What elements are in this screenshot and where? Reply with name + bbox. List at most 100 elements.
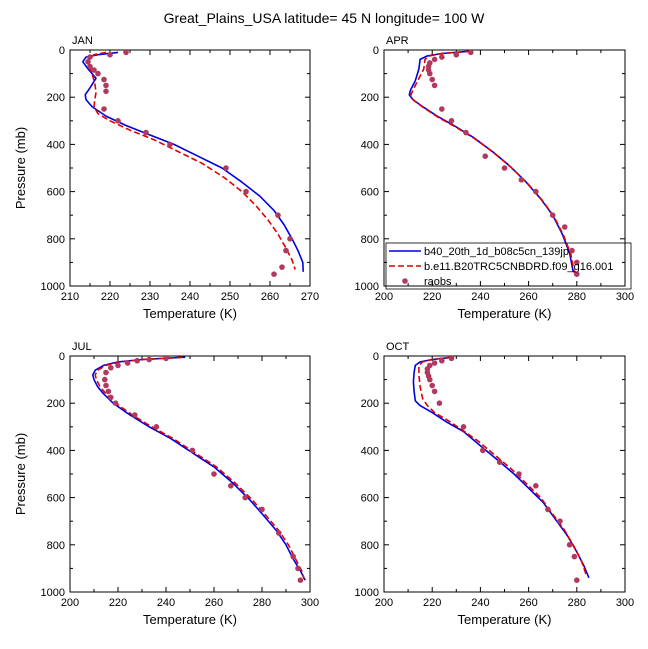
x-tick-label: 220 — [101, 291, 119, 303]
y-tick-label: 600 — [47, 187, 65, 199]
raobs-marker — [279, 264, 285, 270]
x-tick-label: 230 — [141, 291, 159, 303]
y-tick-label: 200 — [47, 92, 65, 104]
raobs-marker — [143, 129, 149, 136]
y-axis-label: Pressure (mb) — [13, 127, 28, 209]
y-tick-label: 0 — [373, 45, 379, 57]
y-tick-label: 600 — [361, 187, 379, 199]
raobs-marker — [287, 236, 293, 242]
x-tick-label: 260 — [519, 597, 537, 609]
raobs-marker — [448, 118, 455, 124]
raobs-marker — [439, 357, 445, 364]
y-tick-label: 0 — [59, 351, 65, 363]
legend-box — [385, 242, 632, 290]
raobs-marker — [271, 271, 277, 278]
raobs-marker — [574, 259, 580, 266]
panel-label: OCT — [386, 341, 410, 353]
raobs-marker — [496, 459, 503, 466]
raobs-marker — [426, 376, 433, 383]
raobs-marker — [467, 50, 474, 56]
raobs-marker — [518, 177, 525, 183]
raobs-marker — [115, 118, 121, 124]
raobs-marker — [87, 63, 93, 70]
raobs-marker — [429, 76, 436, 83]
y-tick-label: 400 — [47, 445, 65, 457]
raobs-marker — [124, 360, 131, 366]
raobs-marker — [91, 67, 97, 73]
x-tick-label: 220 — [109, 597, 127, 609]
raobs-marker — [480, 447, 486, 454]
x-tick-label: 300 — [616, 597, 634, 609]
plot-area — [92, 356, 306, 583]
x-tick-label: 270 — [301, 291, 319, 303]
raobs-marker — [103, 382, 109, 389]
raobs-marker — [101, 76, 107, 83]
y-tick-label: 1000 — [41, 281, 65, 293]
legend-entry: raobs — [424, 276, 452, 288]
plot-area — [408, 50, 580, 278]
raobs-marker — [561, 224, 568, 230]
x-axis-label: Temperature (K) — [143, 612, 237, 627]
series-line-1 — [412, 356, 590, 579]
x-tick-label: 300 — [301, 597, 319, 609]
raobs-marker — [436, 400, 443, 407]
raobs-marker — [545, 506, 551, 513]
raobs-marker — [103, 88, 109, 95]
y-tick-label: 800 — [361, 540, 379, 552]
raobs-marker — [297, 577, 304, 583]
raobs-marker — [153, 424, 160, 430]
raobs-marker — [107, 51, 113, 58]
raobs-marker — [242, 494, 248, 501]
panel-label: JUL — [72, 341, 92, 353]
x-tick-label: 220 — [423, 597, 441, 609]
raobs-marker — [460, 424, 467, 430]
raobs-marker — [431, 56, 438, 63]
raobs-marker — [482, 153, 489, 159]
y-tick-label: 400 — [47, 139, 65, 151]
raobs-marker — [533, 483, 539, 489]
raobs-marker — [228, 483, 234, 489]
raobs-marker — [463, 129, 469, 136]
x-axis-label: Temperature (K) — [143, 306, 237, 321]
x-tick-label: 240 — [471, 597, 489, 609]
legend-marker — [402, 278, 408, 284]
raobs-marker — [102, 376, 108, 383]
y-tick-label: 0 — [59, 45, 65, 57]
raobs-marker — [87, 54, 93, 60]
x-tick-label: 200 — [375, 291, 393, 303]
plot-frame — [383, 355, 626, 593]
raobs-marker — [429, 382, 436, 389]
raobs-marker — [276, 530, 282, 536]
x-tick-label: 240 — [157, 597, 175, 609]
raobs-marker — [574, 271, 580, 278]
series-line-1 — [82, 51, 304, 272]
raobs-marker — [223, 165, 229, 171]
raobs-marker — [134, 357, 140, 364]
y-tick-label: 200 — [47, 398, 65, 410]
y-tick-label: 600 — [47, 493, 65, 505]
panel-jan: JAN 210 220 230 240 250 260 270 0 200 400 600 800 100… — [13, 35, 319, 321]
panel-jul: JUL 200 220 240 260 280 300 0 200 400 600 800 1000 Te… — [13, 341, 319, 627]
x-tick-label: 220 — [423, 291, 441, 303]
panel-apr: APR 200 220 240 260 280 300 0 200 400 600 800 1000 Te… — [355, 35, 635, 321]
raobs-marker — [211, 471, 217, 477]
x-tick-label: 260 — [261, 291, 279, 303]
raobs-marker — [549, 212, 556, 218]
panel-label: JAN — [72, 35, 93, 47]
raobs-marker — [105, 388, 112, 395]
raobs-marker — [533, 188, 539, 195]
x-tick-label: 280 — [568, 597, 586, 609]
x-tick-label: 250 — [221, 291, 239, 303]
raobs-marker — [132, 412, 138, 418]
raobs-marker — [115, 362, 121, 369]
raobs-marker — [103, 82, 109, 89]
x-tick-label: 260 — [519, 291, 537, 303]
x-axis-label: Temperature (K) — [458, 612, 552, 627]
y-tick-label: 600 — [361, 493, 379, 505]
y-tick-label: 400 — [361, 445, 379, 457]
y-tick-label: 200 — [361, 398, 379, 410]
raobs-marker — [146, 356, 152, 363]
x-tick-label: 260 — [205, 597, 223, 609]
raobs-marker — [439, 106, 445, 112]
